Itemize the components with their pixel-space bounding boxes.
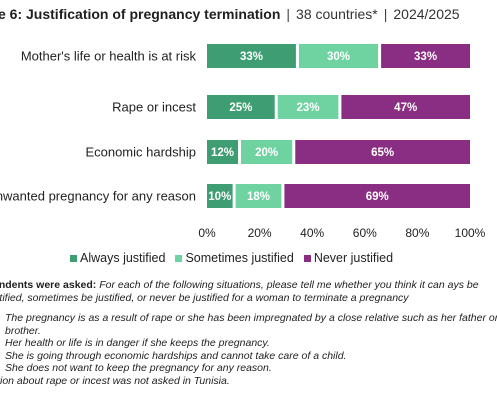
bar-segment-never-justified-4 [284,184,470,208]
footnote-health: Her health or life is in danger if she k… [5,337,270,349]
figure-scope: 38 countries* [296,6,378,22]
footnote-unwanted: She does not want to keep the pregnancy … [5,362,272,374]
x-tick-label-100: 100% [455,226,486,240]
x-tick-label-80: 80% [405,226,429,240]
bar-segment-never-justified-2 [341,95,470,119]
data-label-always-justified-1: 33% [240,51,263,63]
data-label-never-justified-3: 65% [371,147,394,159]
bar-segment-sometimes-justified-4 [235,184,282,208]
stacked-bar-chart: Mother's life or health is at risk 33% 30%… [0,44,486,240]
bar-segment-always-justified-2 [207,95,275,119]
data-label-always-justified-2: 25% [229,102,252,114]
footnote-rape: The pregnancy is as a result of rape or … [5,312,497,337]
question-text: pondents were asked: For each of the fol… [0,279,497,304]
footnote-tunisia: estion about rape or incest was not aske… [0,374,230,387]
bar-segment-always-justified-4 [207,184,233,208]
x-tick-label-60: 60% [353,226,377,240]
data-label-never-justified-2: 47% [394,102,417,114]
x-tick-label-20: 20% [248,226,272,240]
bar-segment-never-justified-1 [381,44,470,68]
figure-label: ure 6: Justification of pregnancy termin… [0,6,281,22]
chart-legend: Always justified Sometimes justified Nev… [70,251,393,265]
figure-title: ure 6: Justification of pregnancy termin… [0,6,460,22]
x-tick-label-0: 0% [198,226,216,240]
legend-swatch-sometimes [175,254,183,262]
bar-segment-always-justified-3 [207,140,239,164]
bar-segment-sometimes-justified-2 [277,95,339,119]
question-body: For each of the following situations, pl… [0,279,479,304]
legend-swatch-never [303,254,311,262]
data-label-never-justified-4: 69% [366,191,389,203]
category-label-mother-s-life-or-health-is-at-risk: Mother's life or health is at risk [21,49,197,64]
question-label: pondents were asked: [0,279,97,291]
legend-label-always: Always justified [80,251,166,265]
legend-label-sometimes: Sometimes justified [185,251,294,265]
data-label-sometimes-justified-2: 23% [297,102,320,114]
category-label-nwanted-pregnancy-for-any-reason: nwanted pregnancy for any reason [0,189,196,204]
methodology-notes: pondents were asked: For each of the fol… [0,279,497,387]
figure-period: 2024/2025 [393,6,460,22]
data-label-sometimes-justified-4: 18% [247,191,270,203]
title-separator: | [286,6,291,22]
bar-segment-always-justified-1 [207,44,296,68]
bar-segment-sometimes-justified-1 [298,44,379,68]
legend-item-never: Never justified [303,251,394,265]
category-label-economic-hardship: Economic hardship [85,145,196,160]
legend-swatch-always [70,254,77,262]
legend-label-never: Never justified [313,251,394,265]
data-label-always-justified-4: 10% [208,191,231,203]
data-label-never-justified-1: 33% [414,51,437,63]
legend-item-always: Always justified [70,251,165,265]
title-separator-2: | [383,6,388,22]
footnote-economic: She is going through economic hardships … [5,349,347,362]
data-label-sometimes-justified-3: 20% [255,147,278,159]
bar-segment-never-justified-3 [295,140,470,164]
x-tick-label-40: 40% [300,226,324,240]
data-label-always-justified-3: 12% [211,147,234,159]
data-label-sometimes-justified-1: 30% [327,51,350,63]
category-label-rape-or-incest: Rape or incest [112,100,196,115]
bar-segment-sometimes-justified-3 [241,140,293,164]
legend-item-sometimes: Sometimes justified [175,251,294,265]
